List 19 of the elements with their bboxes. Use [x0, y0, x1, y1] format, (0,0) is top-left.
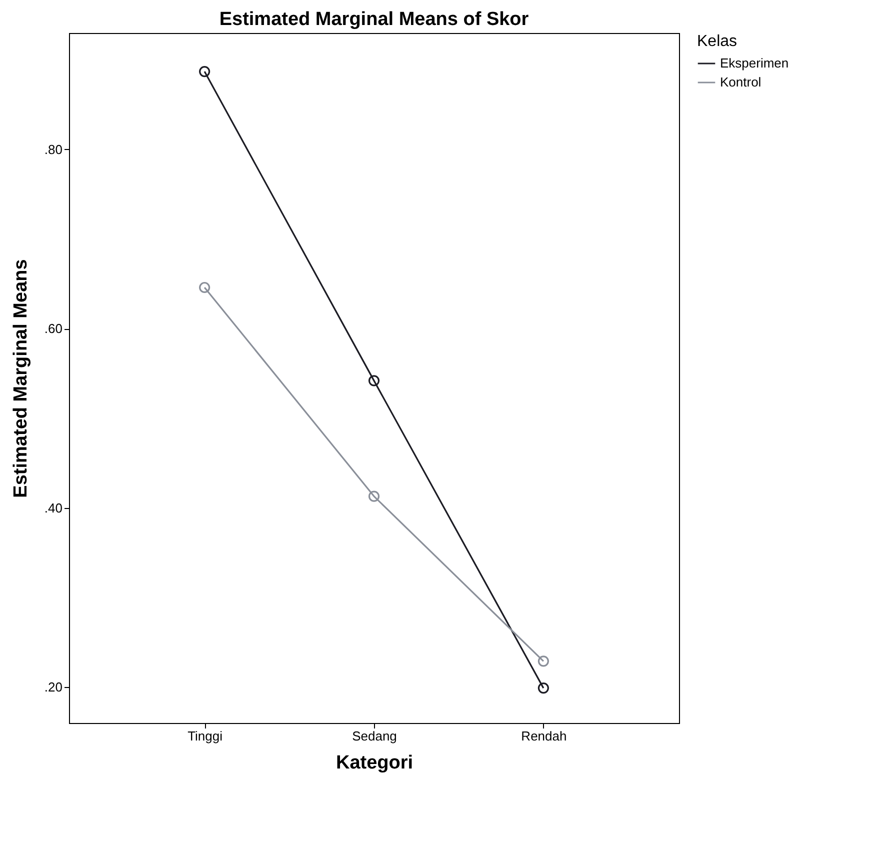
x-tick-label: Tinggi [188, 728, 223, 744]
y-tick-label: .60 [44, 321, 62, 336]
x-axis-title: Kategori [336, 752, 414, 774]
point [199, 282, 210, 294]
legend-title: Kelas [697, 33, 738, 50]
point [199, 66, 210, 78]
y-tick-label: .40 [44, 500, 62, 516]
x-tick-label: Rendah [521, 728, 567, 744]
x-tick-label: Sedang [352, 728, 397, 744]
chart-title: Estimated Marginal Means of Skor [219, 9, 530, 30]
y-axis-title: Estimated Marginal Means [10, 259, 32, 498]
legend-label: Kontrol [720, 74, 762, 90]
point [538, 682, 549, 694]
y-tick-label: .80 [44, 142, 62, 157]
point [368, 375, 380, 386]
legend-label: Eksperimen [720, 56, 789, 70]
y-tick-label: .20 [44, 680, 62, 695]
point [538, 656, 549, 667]
point [368, 490, 380, 502]
